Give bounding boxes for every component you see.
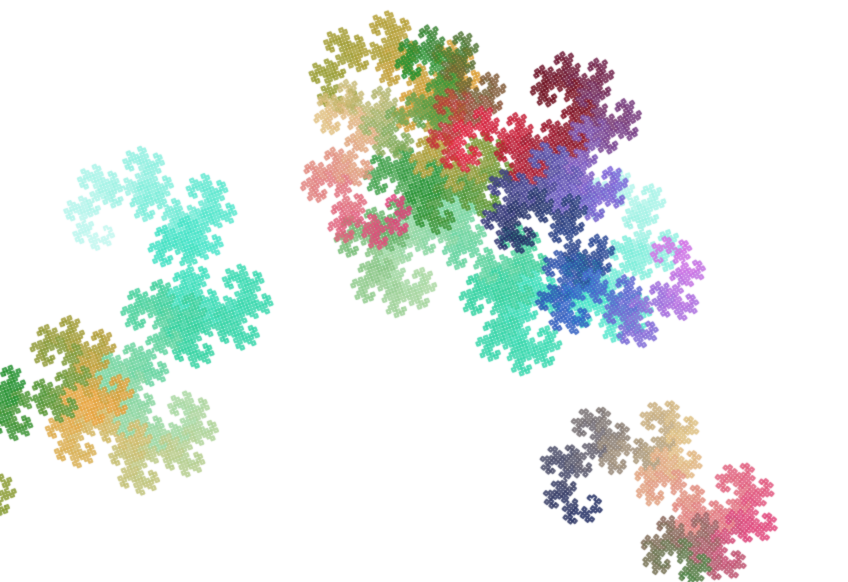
fractal-image bbox=[0, 0, 848, 582]
dragon-curve-fractal-canvas bbox=[0, 0, 848, 582]
